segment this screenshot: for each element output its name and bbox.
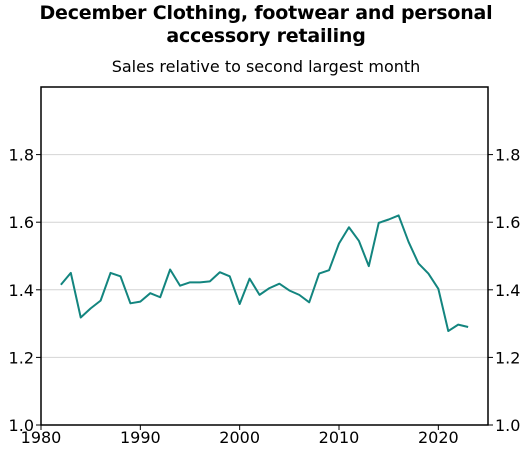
y-tick-label-left: 1.6 bbox=[9, 213, 34, 232]
x-tick-label: 2000 bbox=[219, 428, 260, 447]
x-tick-label: 2010 bbox=[319, 428, 360, 447]
y-tick-label-right: 1.4 bbox=[495, 281, 520, 300]
chart-subtitle: Sales relative to second largest month bbox=[111, 57, 421, 76]
x-tick-label: 2020 bbox=[418, 428, 459, 447]
chart-title: December Clothing, footwear and personal… bbox=[0, 2, 532, 48]
x-tick-label: 1990 bbox=[120, 428, 161, 447]
y-tick-label-right: 1.8 bbox=[495, 146, 520, 165]
y-tick-label-left: 1.0 bbox=[9, 416, 34, 435]
series-line bbox=[60, 214, 469, 333]
x-tick-label: 1980 bbox=[21, 428, 62, 447]
y-tick-label-right: 1.2 bbox=[495, 348, 520, 367]
y-tick-label-right: 1.0 bbox=[495, 416, 520, 435]
chart-title-line-2: accessory retailing bbox=[166, 25, 366, 47]
y-tick-label-left: 1.8 bbox=[9, 146, 34, 165]
y-tick-label-left: 1.4 bbox=[9, 281, 34, 300]
plot-frame bbox=[40, 86, 489, 426]
y-tick-label-left: 1.2 bbox=[9, 348, 34, 367]
y-tick-label-right: 1.6 bbox=[495, 213, 520, 232]
chart-title-line-1: December Clothing, footwear and personal bbox=[39, 2, 493, 24]
